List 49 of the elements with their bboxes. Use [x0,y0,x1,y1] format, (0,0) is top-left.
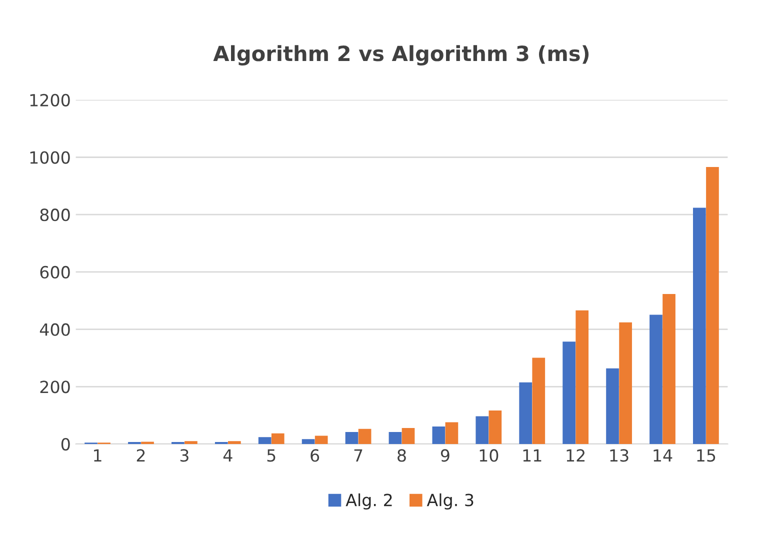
bar [706,167,719,444]
y-tick-label: 1000 [30,151,70,164]
bar [432,426,446,444]
bar [302,439,315,444]
x-tick-label: 8 [398,449,406,462]
y-tick-label: 1200 [30,94,70,106]
bar [314,436,328,444]
x-tick-label: 13 [610,449,628,462]
x-tick-label: 4 [223,449,232,462]
x-tick-label: 5 [267,449,276,462]
x-tick-label: 7 [354,449,362,462]
x-tick-label: 12 [566,449,585,462]
bar [445,422,458,444]
bar [562,342,576,444]
x-tick-label: 3 [180,449,188,462]
bar [576,310,589,444]
x-tick-label: 9 [440,449,450,462]
y-tick-label: 400 [40,323,70,336]
bar [693,208,706,444]
bar [258,437,272,444]
bar [358,428,372,444]
bar [488,410,502,444]
x-tick-label: 6 [310,449,320,462]
bar [228,441,241,444]
x-tick-label: 14 [654,449,672,462]
bar [532,358,546,444]
bar [271,433,284,444]
legend-label: Alg. 2 [346,493,392,510]
legend-label: Alg. 3 [426,493,474,510]
y-tick-label: 600 [40,266,70,279]
y-tick-label: 800 [40,208,70,222]
y-tick-label: 200 [40,380,70,394]
bar [345,432,358,444]
bar [476,416,489,444]
bar [606,368,619,444]
bar [619,322,632,444]
x-tick-label: 11 [523,449,542,462]
x-tick-label: 1 [94,449,102,462]
chart-title: Algorithm 2 vs Algorithm 3 (ms) [213,45,589,66]
bar [402,428,415,444]
y-tick-label: 0 [61,438,70,451]
bar [388,432,402,444]
bar [650,314,662,444]
bar [519,382,532,444]
x-tick-label: 10 [480,449,498,462]
bar [662,294,676,444]
x-tick-label: 15 [697,449,716,462]
bar [184,441,198,444]
x-tick-label: 2 [136,449,145,462]
